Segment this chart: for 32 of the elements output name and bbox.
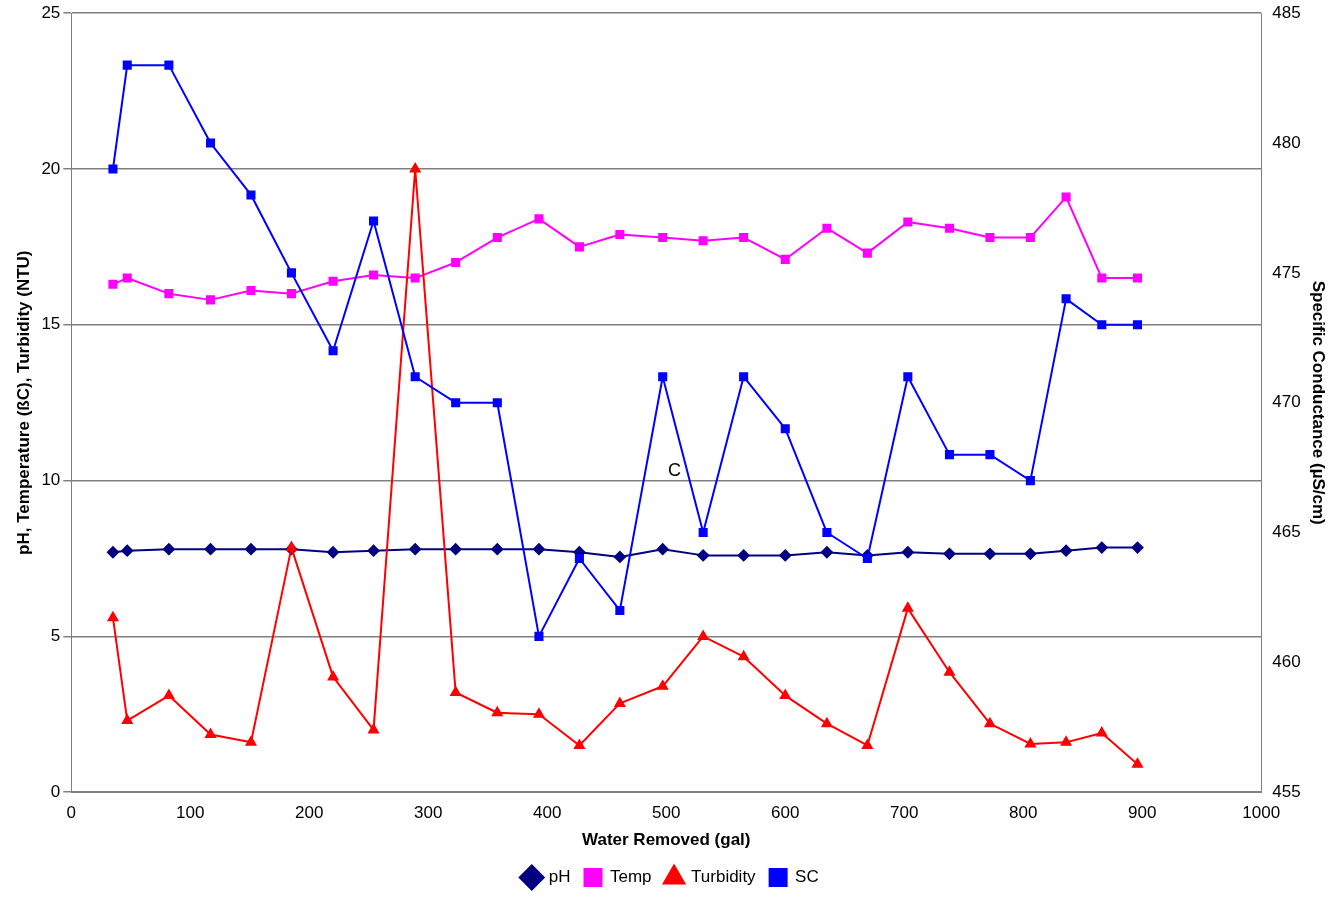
x-axis-title: Water Removed (gal): [582, 830, 751, 850]
legend-label: Turbidity: [691, 867, 757, 887]
y2-tick-label: 470: [1272, 392, 1301, 412]
legend-label: pH: [548, 867, 571, 887]
x-tick-label: 500: [652, 803, 681, 823]
y2-tick-label: 485: [1272, 2, 1301, 22]
x-tick-label: 600: [771, 803, 800, 823]
y2-axis-title: Specific Conductance (µS/cm): [1309, 280, 1329, 525]
y-tick-label: 20: [41, 158, 61, 178]
y-tick-label: 5: [50, 626, 61, 646]
y2-tick-label: 465: [1272, 522, 1301, 542]
x-tick-label: 200: [295, 803, 324, 823]
y2-tick-label: 455: [1272, 781, 1301, 801]
x-tick-label: 800: [1009, 803, 1038, 823]
x-tick-label: 100: [176, 803, 205, 823]
x-tick-label: 1000: [1242, 803, 1281, 823]
annotation: C: [668, 460, 682, 481]
legend-label: Temp: [610, 867, 652, 887]
y-tick-label: 15: [41, 314, 61, 334]
x-tick-label: 0: [66, 803, 77, 823]
y-axis-title: pH, Temperature (ßC), Turbidity (NTU): [13, 250, 33, 555]
legend-label: SC: [795, 867, 819, 887]
y-tick-label: 10: [41, 470, 61, 490]
x-tick-label: 700: [890, 803, 919, 823]
x-tick-label: 300: [414, 803, 443, 823]
x-tick-label: 400: [533, 803, 562, 823]
y2-tick-label: 460: [1272, 652, 1301, 672]
y2-tick-label: 480: [1272, 132, 1301, 152]
y-tick-label: 0: [50, 781, 61, 801]
x-tick-label: 900: [1128, 803, 1157, 823]
y-tick-label: 25: [41, 2, 61, 22]
y2-tick-label: 475: [1272, 262, 1301, 282]
